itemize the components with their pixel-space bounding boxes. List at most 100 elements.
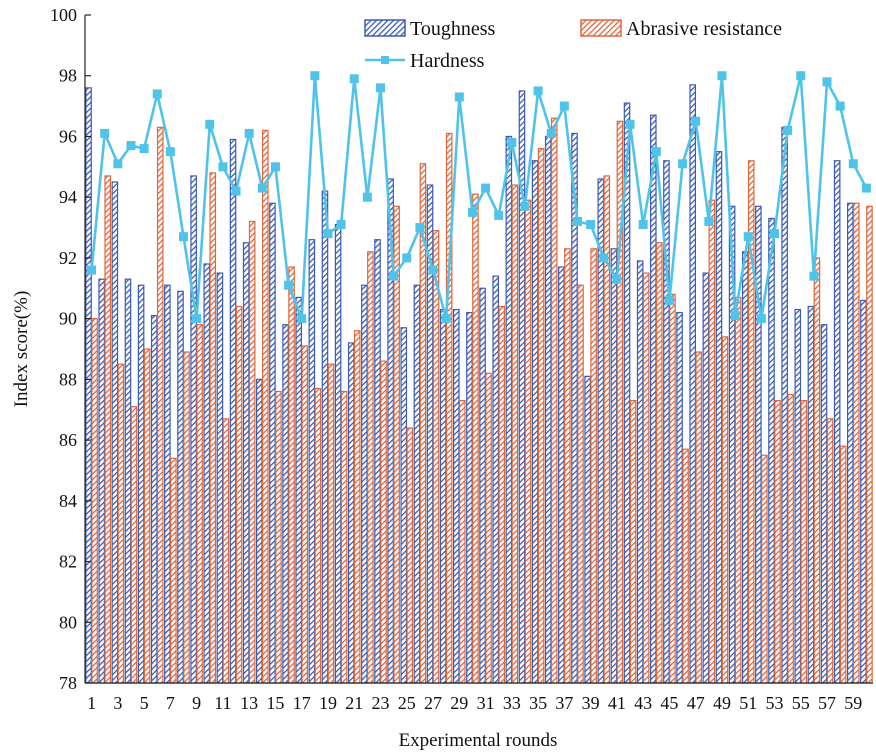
bar-toughness — [715, 151, 723, 684]
bar-toughness — [203, 263, 211, 684]
x-tick-label: 7 — [166, 693, 175, 713]
bar-abrasive-resistance — [327, 363, 335, 684]
x-tick-label: 21 — [345, 693, 363, 713]
bar-toughness — [282, 324, 289, 684]
bar-abrasive-resistance — [774, 400, 781, 684]
hardness-point — [257, 183, 267, 193]
bar-toughness — [256, 378, 263, 684]
hardness-point — [717, 71, 727, 81]
x-tick-label: 49 — [713, 693, 731, 713]
legend-marker-hardness — [381, 56, 389, 64]
hardness-point — [770, 229, 779, 239]
x-tick-label: 15 — [266, 693, 284, 713]
bar-abrasive-resistance — [669, 293, 676, 684]
y-axis-title: Index score(%) — [11, 291, 32, 408]
x-tick-label: 39 — [582, 693, 600, 713]
x-tick-label: 31 — [477, 693, 495, 713]
bar-toughness — [453, 308, 460, 684]
hardness-point — [533, 86, 543, 96]
bar-abrasive-resistance — [262, 129, 269, 684]
x-tick-label: 3 — [113, 693, 122, 713]
hardness-point — [520, 201, 530, 211]
hardness-point — [100, 128, 110, 138]
bar-toughness — [833, 160, 841, 684]
hardness-point — [87, 265, 97, 275]
x-tick-label: 19 — [319, 693, 337, 713]
hardness-point — [756, 314, 766, 324]
hardness-point — [113, 159, 123, 169]
legend-label-abrasive-resistance: Abrasive resistance — [626, 18, 782, 40]
hardness-point — [218, 162, 228, 172]
y-tick-label: 80 — [59, 612, 77, 632]
bar-abrasive-resistance — [235, 305, 243, 684]
hardness-point — [546, 128, 556, 138]
x-ticks: 1 3 5 7 9 11 13 15 17 19 21 23 25 27 29 31 33 35 37 39 41 43 4… — [87, 693, 862, 713]
hardness-point — [454, 92, 464, 102]
bar-abrasive-resistance — [498, 305, 506, 684]
bar-toughness — [558, 266, 565, 684]
hardness-point — [415, 223, 425, 233]
bar-abrasive-resistance — [800, 400, 808, 684]
legend-label-toughness: Toughness — [410, 18, 495, 40]
bar-toughness — [164, 284, 171, 684]
bar-abrasive-resistance — [275, 390, 282, 684]
bar-abrasive-resistance — [288, 266, 295, 684]
x-tick-label: 59 — [844, 693, 862, 713]
bar-abrasive-resistance — [734, 296, 742, 684]
x-tick-label: 33 — [503, 693, 521, 713]
hardness-point — [861, 183, 871, 193]
y-tick-label: 86 — [59, 430, 77, 450]
hardness-point — [310, 71, 320, 81]
x-tick-label: 5 — [140, 693, 149, 713]
bar-abrasive-resistance — [143, 348, 151, 684]
bar-abrasive-resistance — [852, 202, 860, 684]
bar-toughness — [741, 251, 749, 684]
bar-abrasive-resistance — [708, 199, 716, 684]
hardness-point — [139, 144, 149, 154]
bar-abrasive-resistance — [655, 242, 663, 684]
bar-abrasive-resistance — [629, 400, 637, 684]
bar-toughness — [610, 248, 618, 684]
y-tick-label: 90 — [59, 309, 77, 329]
bar-toughness — [860, 299, 867, 684]
bar-toughness — [295, 296, 303, 684]
bar-abrasive-resistance — [590, 248, 597, 684]
hardness-point — [848, 159, 858, 169]
bar-toughness — [269, 202, 276, 684]
bar-toughness — [531, 160, 539, 684]
hardness-point — [441, 314, 451, 324]
hardness-point — [730, 311, 740, 321]
hardness-point — [402, 253, 412, 263]
bar-toughness — [308, 239, 316, 684]
hardness-point — [205, 119, 215, 129]
hardness-point — [704, 216, 714, 226]
legend-item-abrasive-resistance: Abrasive resistance — [580, 18, 782, 40]
bar-toughness — [334, 223, 342, 684]
hardness-point — [822, 77, 832, 87]
bar-abrasive-resistance — [196, 324, 203, 684]
hardness-point — [507, 138, 517, 148]
bar-toughness — [321, 190, 329, 684]
bar-toughness — [781, 126, 788, 684]
bar-toughness — [111, 181, 119, 684]
bar-toughness — [413, 284, 421, 684]
x-tick-label: 41 — [608, 693, 626, 713]
bar-abrasive-resistance — [472, 193, 479, 684]
bar-abrasive-resistance — [248, 220, 256, 684]
x-tick-label: 23 — [372, 693, 390, 713]
bar-toughness — [846, 202, 854, 684]
bar-abrasive-resistance — [406, 427, 414, 684]
x-tick-label: 53 — [766, 693, 784, 713]
hardness-point — [651, 147, 661, 157]
hardness-point — [559, 101, 569, 111]
hardness-point — [467, 207, 477, 217]
x-axis-title: Experimental rounds — [399, 730, 558, 751]
y-tick-label: 94 — [59, 187, 77, 207]
bar-toughness — [505, 135, 513, 684]
bar-abrasive-resistance — [301, 345, 309, 684]
bar-toughness — [124, 278, 132, 684]
x-tick-label: 9 — [192, 693, 201, 713]
x-tick-label: 45 — [660, 693, 678, 713]
y-tick-label: 88 — [59, 369, 77, 389]
